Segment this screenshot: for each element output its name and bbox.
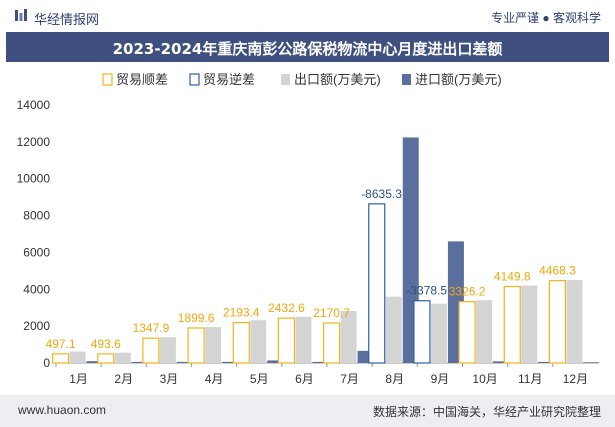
surplus-bar bbox=[187, 327, 205, 364]
y-tick-label: 6000 bbox=[23, 245, 50, 259]
footer-website: www.huaon.com bbox=[18, 403, 107, 417]
x-tick-label: 1月 bbox=[69, 372, 88, 386]
data-label: 1347.9 bbox=[133, 321, 170, 335]
surplus-bar bbox=[142, 337, 160, 364]
import-bar bbox=[312, 361, 329, 363]
surplus-bar bbox=[503, 285, 521, 364]
x-tick-label: 8月 bbox=[385, 372, 404, 386]
legend-swatch bbox=[281, 74, 290, 85]
data-label: 493.6 bbox=[91, 337, 121, 351]
data-label: 1899.6 bbox=[178, 311, 215, 325]
footer: www.huaon.com 数据来源：中国海关，华经产业研究院整理 bbox=[0, 395, 615, 427]
legend-swatch bbox=[402, 74, 411, 85]
surplus-bar bbox=[232, 321, 250, 364]
x-tick-label: 5月 bbox=[250, 372, 269, 386]
export-bar bbox=[250, 320, 267, 363]
export-bar bbox=[521, 285, 538, 363]
y-tick-label: 4000 bbox=[23, 282, 50, 296]
x-tick-label: 4月 bbox=[205, 372, 224, 386]
data-label: 3326.2 bbox=[449, 285, 486, 299]
bar-chart: 贸易顺差 贸易逆差 出口额(万美元) 进口额(万美元) 0 2000 4000 6000 80… bbox=[17, 72, 600, 386]
surplus-bar bbox=[277, 317, 296, 364]
surplus-bar bbox=[548, 280, 567, 364]
title-banner: 2023-2024年重庆南彭公路保税物流中心月度进出口差额 bbox=[6, 32, 609, 62]
x-tick-label: 9月 bbox=[431, 372, 450, 386]
top-bar: 华经情报网 专业严谨 ● 客观科学 bbox=[0, 0, 615, 32]
export-bar bbox=[295, 316, 312, 363]
x-tick-label: 11月 bbox=[518, 372, 542, 386]
import-bar bbox=[267, 360, 284, 363]
surplus-bar bbox=[322, 322, 341, 364]
legend-label: 贸易逆差 bbox=[203, 72, 255, 87]
import-bar bbox=[222, 361, 239, 363]
export-bar bbox=[476, 300, 493, 363]
y-tick-label: 0 bbox=[43, 356, 50, 370]
surplus-bar bbox=[458, 301, 476, 364]
legend-swatch bbox=[102, 73, 113, 86]
export-bar bbox=[340, 311, 357, 363]
legend-label: 贸易顺差 bbox=[116, 72, 168, 87]
deficit-bar bbox=[413, 300, 431, 364]
export-bar bbox=[205, 327, 222, 363]
data-label: 2170.7 bbox=[313, 306, 350, 320]
import-bar bbox=[493, 361, 510, 363]
data-label: 2193.4 bbox=[223, 306, 260, 320]
footer-source: 数据来源：中国海关，华经产业研究院整理 bbox=[372, 405, 601, 419]
legend-surplus: 贸易顺差 bbox=[102, 72, 168, 87]
export-bar bbox=[69, 351, 86, 363]
y-tick-label: 10000 bbox=[17, 172, 51, 186]
data-label: 497.1 bbox=[46, 337, 76, 351]
import-bar bbox=[538, 361, 555, 363]
y-tick-label: 8000 bbox=[23, 209, 50, 223]
surplus-bar bbox=[51, 353, 70, 364]
surplus-bar bbox=[97, 353, 115, 364]
legend-label: 进口额(万美元) bbox=[415, 72, 502, 87]
data-label: 4468.3 bbox=[539, 264, 576, 278]
legend: 贸易顺差 贸易逆差 出口额(万美元) 进口额(万美元) bbox=[102, 72, 502, 87]
legend-swatch bbox=[189, 73, 200, 86]
data-label: 2432.6 bbox=[268, 301, 305, 315]
export-bar bbox=[566, 280, 583, 363]
import-bar bbox=[583, 362, 600, 363]
legend-export: 出口额(万美元) bbox=[281, 72, 381, 87]
bars bbox=[51, 137, 600, 364]
import-bar bbox=[176, 361, 193, 363]
x-tick-label: 3月 bbox=[160, 372, 179, 386]
legend-import: 进口额(万美元) bbox=[402, 72, 502, 87]
data-label: -8635.3 bbox=[361, 187, 402, 201]
chart-title: 2023-2024年重庆南彭公路保税物流中心月度进出口差额 bbox=[112, 40, 503, 58]
import-bar bbox=[131, 361, 148, 363]
y-tick-label: 14000 bbox=[17, 98, 51, 112]
x-tick-label: 6月 bbox=[295, 372, 314, 386]
data-label: 4149.8 bbox=[494, 270, 531, 284]
x-tick-label: 7月 bbox=[340, 372, 359, 386]
export-bar bbox=[159, 337, 176, 363]
logo-icon bbox=[15, 9, 27, 21]
chart-area: 贸易顺差 贸易逆差 出口额(万美元) 进口额(万美元) 0 2000 4000 6000 80… bbox=[0, 62, 615, 400]
legend-deficit: 贸易逆差 bbox=[189, 72, 255, 87]
legend-label: 出口额(万美元) bbox=[294, 72, 381, 87]
deficit-bar bbox=[368, 203, 386, 364]
data-labels: 497.1 493.6 1347.9 1899.6 2193.4 2432.6 2170.7… bbox=[46, 187, 577, 351]
export-bar bbox=[385, 296, 402, 363]
slogan: 专业严谨 ● 客观科学 bbox=[491, 11, 601, 25]
x-tick-label: 10月 bbox=[472, 372, 497, 386]
export-bar bbox=[114, 352, 131, 363]
export-bar bbox=[430, 303, 447, 363]
x-tick-label: 2月 bbox=[114, 372, 133, 386]
x-tick-label: 12月 bbox=[563, 372, 588, 386]
import-bar bbox=[86, 361, 103, 363]
data-label: -3378.5 bbox=[406, 284, 447, 298]
brand-name: 华经情报网 bbox=[34, 12, 100, 27]
y-tick-label: 2000 bbox=[23, 319, 50, 333]
y-tick-label: 12000 bbox=[17, 135, 51, 149]
